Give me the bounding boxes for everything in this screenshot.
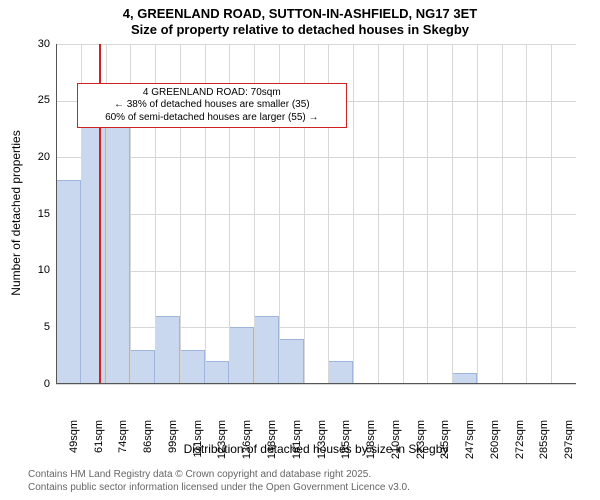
grid-line: [56, 214, 576, 215]
title-line-2: Size of property relative to detached ho…: [0, 22, 600, 38]
x-tick-label: 86sqm: [142, 420, 154, 470]
grid-line: [452, 44, 453, 384]
histogram-bar: [279, 339, 304, 384]
x-tick-label: 161sqm: [291, 420, 303, 470]
annotation-line-3: 60% of semi-detached houses are larger (…: [84, 112, 340, 125]
annotation-box: 4 GREENLAND ROAD: 70sqm← 38% of detached…: [77, 83, 347, 129]
grid-line: [56, 44, 576, 45]
x-tick-label: 74sqm: [117, 420, 129, 470]
y-axis-line: [56, 44, 57, 384]
grid-line: [526, 44, 527, 384]
histogram-bar: [106, 112, 131, 384]
grid-line: [56, 384, 576, 385]
grid-line: [56, 157, 576, 158]
grid-line: [378, 44, 379, 384]
annotation-line-1: 4 GREENLAND ROAD: 70sqm: [84, 87, 340, 100]
histogram-bar: [155, 316, 180, 384]
footer-line-1: Contains HM Land Registry data © Crown c…: [28, 468, 594, 481]
grid-line: [56, 271, 576, 272]
x-tick-label: 285sqm: [538, 420, 550, 470]
y-tick-label: 15: [20, 208, 50, 220]
x-tick-label: 99sqm: [167, 420, 179, 470]
x-tick-label: 235sqm: [439, 420, 451, 470]
x-tick-label: 210sqm: [390, 420, 402, 470]
y-tick-label: 5: [20, 321, 50, 333]
x-tick-label: 272sqm: [514, 420, 526, 470]
property-size-chart: 4, GREENLAND ROAD, SUTTON-IN-ASHFIELD, N…: [0, 0, 600, 500]
x-axis-line: [56, 383, 576, 384]
x-tick-label: 136sqm: [241, 420, 253, 470]
plot-area: 4 GREENLAND ROAD: 70sqm← 38% of detached…: [56, 44, 576, 384]
histogram-bar: [205, 361, 230, 384]
histogram-bar: [180, 350, 205, 384]
x-tick-label: 297sqm: [563, 420, 575, 470]
y-tick-label: 20: [20, 151, 50, 163]
histogram-bar: [328, 361, 353, 384]
annotation-line-2: ← 38% of detached houses are smaller (35…: [84, 99, 340, 112]
x-tick-label: 173sqm: [316, 420, 328, 470]
grid-line: [427, 44, 428, 384]
histogram-bar: [56, 180, 81, 384]
chart-title: 4, GREENLAND ROAD, SUTTON-IN-ASHFIELD, N…: [0, 0, 600, 39]
histogram-bar: [229, 327, 254, 384]
grid-line: [56, 327, 576, 328]
title-line-1: 4, GREENLAND ROAD, SUTTON-IN-ASHFIELD, N…: [0, 6, 600, 22]
x-tick-label: 260sqm: [489, 420, 501, 470]
histogram-bar: [81, 101, 106, 384]
x-tick-label: 247sqm: [464, 420, 476, 470]
x-tick-label: 49sqm: [68, 420, 80, 470]
grid-line: [551, 44, 552, 384]
histogram-bar: [254, 316, 279, 384]
footer-line-2: Contains public sector information licen…: [28, 481, 594, 494]
grid-line: [477, 44, 478, 384]
x-tick-label: 198sqm: [365, 420, 377, 470]
grid-line: [403, 44, 404, 384]
y-tick-label: 30: [20, 38, 50, 50]
y-tick-label: 0: [20, 378, 50, 390]
x-tick-label: 123sqm: [216, 420, 228, 470]
grid-line: [353, 44, 354, 384]
x-tick-label: 148sqm: [266, 420, 278, 470]
grid-line: [502, 44, 503, 384]
y-tick-label: 10: [20, 264, 50, 276]
x-tick-label: 61sqm: [93, 420, 105, 470]
histogram-bar: [130, 350, 155, 384]
x-tick-label: 223sqm: [415, 420, 427, 470]
x-tick-label: 185sqm: [340, 420, 352, 470]
x-tick-label: 111sqm: [192, 420, 204, 470]
y-tick-label: 25: [20, 94, 50, 106]
